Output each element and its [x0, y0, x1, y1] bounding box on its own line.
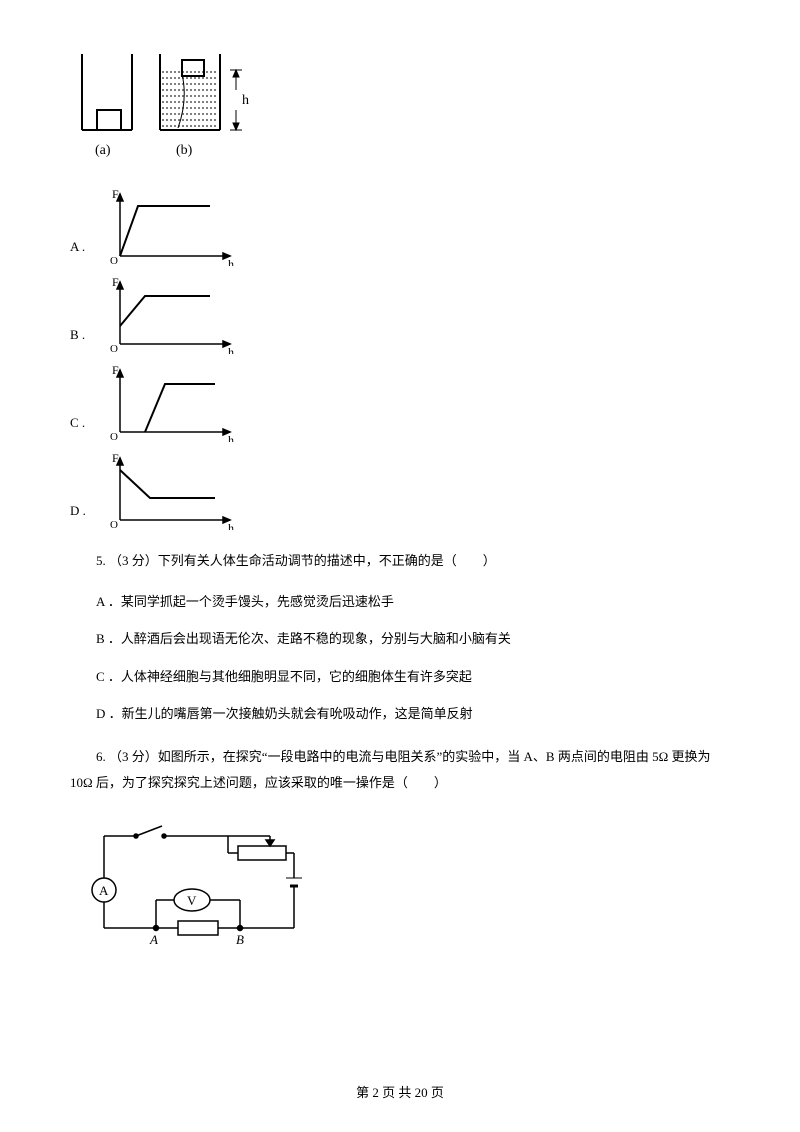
option-b-label: B .	[70, 325, 100, 354]
graph-a: F h O	[100, 186, 240, 266]
svg-text:O: O	[110, 343, 118, 354]
option-c-label: C .	[70, 413, 100, 442]
svg-text:O: O	[110, 255, 118, 266]
svg-text:F: F	[112, 363, 119, 377]
graph-c: F h O	[100, 362, 240, 442]
svg-text:h: h	[228, 345, 234, 354]
h-label: h	[242, 93, 249, 108]
graph-b: F h O	[100, 274, 240, 354]
option-c-row: C . F h O	[70, 362, 730, 442]
q6-stem: 6. （3 分）如图所示，在探究“一段电路中的电流与电阻关系”的实验中，当 A、…	[70, 744, 730, 796]
label-b: (b)	[176, 143, 193, 158]
option-d-row: D . F h O	[70, 450, 730, 530]
circuit-svg: A V A B	[80, 816, 310, 946]
svg-text:O: O	[110, 431, 118, 442]
svg-text:F: F	[112, 187, 119, 201]
svg-text:h: h	[228, 257, 234, 266]
q5-stem: 5. （3 分）下列有关人体生命活动调节的描述中，不正确的是（ ）	[70, 548, 730, 574]
node-a-label: A	[149, 932, 158, 946]
voltmeter-label: V	[187, 893, 197, 908]
option-d-label: D .	[70, 501, 100, 530]
ammeter-label: A	[99, 883, 109, 898]
graph-d: F h O	[100, 450, 240, 530]
q5-choice-d: D ．新生儿的嘴唇第一次接触奶头就会有吮吸动作，这是简单反射	[70, 702, 730, 725]
svg-text:h: h	[228, 433, 234, 442]
q5-choice-c: C ．人体神经细胞与其他细胞明显不同，它的细胞体生有许多突起	[70, 665, 730, 688]
svg-text:O: O	[110, 519, 118, 530]
footer-suffix: 页	[428, 1085, 444, 1100]
q5-choice-b: B ．人醉酒后会出现语无伦次、走路不稳的现象，分别与大脑和小脑有关	[70, 627, 730, 650]
circuit-figure: A V A B	[80, 816, 730, 946]
svg-text:h: h	[228, 521, 234, 530]
label-a: (a)	[95, 143, 111, 158]
beaker-svg: h (a) (b)	[70, 50, 260, 170]
option-a-label: A .	[70, 237, 100, 266]
svg-text:F: F	[112, 275, 119, 289]
node-b-label: B	[236, 932, 244, 946]
footer-mid: 页 共	[379, 1085, 415, 1100]
option-a-row: A . F h O	[70, 186, 730, 266]
page-footer: 第 2 页 共 20 页	[0, 1083, 800, 1104]
svg-text:F: F	[112, 451, 119, 465]
q5-choice-a: A ．某同学抓起一个烫手馒头，先感觉烫后迅速松手	[70, 590, 730, 613]
footer-total: 20	[415, 1085, 428, 1100]
footer-prefix: 第	[356, 1085, 372, 1100]
beaker-figures: h (a) (b)	[70, 50, 730, 170]
option-b-row: B . F h O	[70, 274, 730, 354]
